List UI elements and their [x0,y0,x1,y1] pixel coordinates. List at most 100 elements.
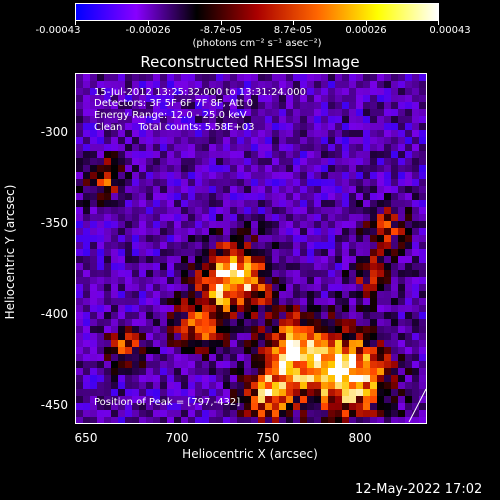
image-pixel [377,137,385,145]
image-pixel [286,235,294,243]
image-pixel [139,277,147,285]
image-pixel [363,368,371,376]
image-pixel [223,102,231,110]
image-pixel [349,256,357,264]
image-pixel [153,228,161,236]
image-pixel [405,81,413,89]
image-pixel [83,221,91,229]
image-pixel [398,137,406,145]
image-pixel [125,270,133,278]
image-pixel [237,417,245,423]
image-pixel [286,200,294,208]
image-pixel [286,137,294,145]
image-pixel [195,158,203,166]
image-pixel [174,333,182,341]
image-pixel [181,270,189,278]
image-pixel [342,228,350,236]
image-pixel [174,109,182,117]
image-pixel [377,417,385,423]
image-pixel [328,137,336,145]
image-pixel [153,354,161,362]
image-pixel [167,263,175,271]
image-pixel [244,326,252,334]
image-pixel [279,235,287,243]
image-pixel [167,256,175,264]
image-pixel [139,382,147,390]
image-pixel [209,319,217,327]
image-pixel [76,291,84,299]
image-pixel [349,312,357,320]
image-pixel [384,361,392,369]
image-pixel [293,88,301,96]
image-pixel [391,389,399,397]
image-pixel [181,214,189,222]
image-pixel [216,130,224,138]
image-pixel [335,95,343,103]
image-pixel [300,375,308,383]
image-pixel [349,263,357,271]
image-pixel [111,340,119,348]
image-pixel [356,361,364,369]
image-pixel [293,144,301,152]
image-pixel [377,144,385,152]
image-pixel [384,102,392,110]
image-pixel [251,144,259,152]
image-pixel [412,298,420,306]
image-pixel [181,333,189,341]
image-pixel [202,382,210,390]
image-pixel [76,179,84,187]
image-pixel [370,298,378,306]
image-pixel [76,270,84,278]
image-pixel [258,389,266,397]
image-pixel [118,249,126,257]
image-pixel [349,74,357,82]
image-pixel [405,326,413,334]
image-pixel [132,291,140,299]
image-pixel [90,221,98,229]
image-pixel [265,172,273,180]
image-pixel [97,270,105,278]
image-pixel [83,186,91,194]
x-tick-label: 650 [74,431,98,445]
image-pixel [314,410,322,418]
image-pixel [314,165,322,173]
image-pixel [153,95,161,103]
image-pixel [125,102,133,110]
image-pixel [412,242,420,250]
image-pixel [412,284,420,292]
image-pixel [202,305,210,313]
image-pixel [244,228,252,236]
image-pixel [76,403,84,411]
image-pixel [272,326,280,334]
image-pixel [90,284,98,292]
image-pixel [279,158,287,166]
image-pixel [321,270,329,278]
image-pixel [258,347,266,355]
image-pixel [363,179,371,187]
image-pixel [349,179,357,187]
image-pixel [328,165,336,173]
image-pixel [244,158,252,166]
image-pixel [195,263,203,271]
image-pixel [398,214,406,222]
image-pixel [83,214,91,222]
image-pixel [377,354,385,362]
image-pixel [223,340,231,348]
image-pixel [118,116,126,124]
image-pixel [160,109,168,117]
image-pixel [265,144,273,152]
image-pixel [335,312,343,320]
image-pixel [195,375,203,383]
image-pixel [188,249,196,257]
image-pixel [146,193,154,201]
image-pixel [160,263,168,271]
image-pixel [181,158,189,166]
image-pixel [356,130,364,138]
image-pixel [307,235,315,243]
image-pixel [307,368,315,376]
image-pixel [237,123,245,131]
image-pixel [377,109,385,117]
image-pixel [342,200,350,208]
image-pixel [174,305,182,313]
image-pixel [300,221,308,229]
